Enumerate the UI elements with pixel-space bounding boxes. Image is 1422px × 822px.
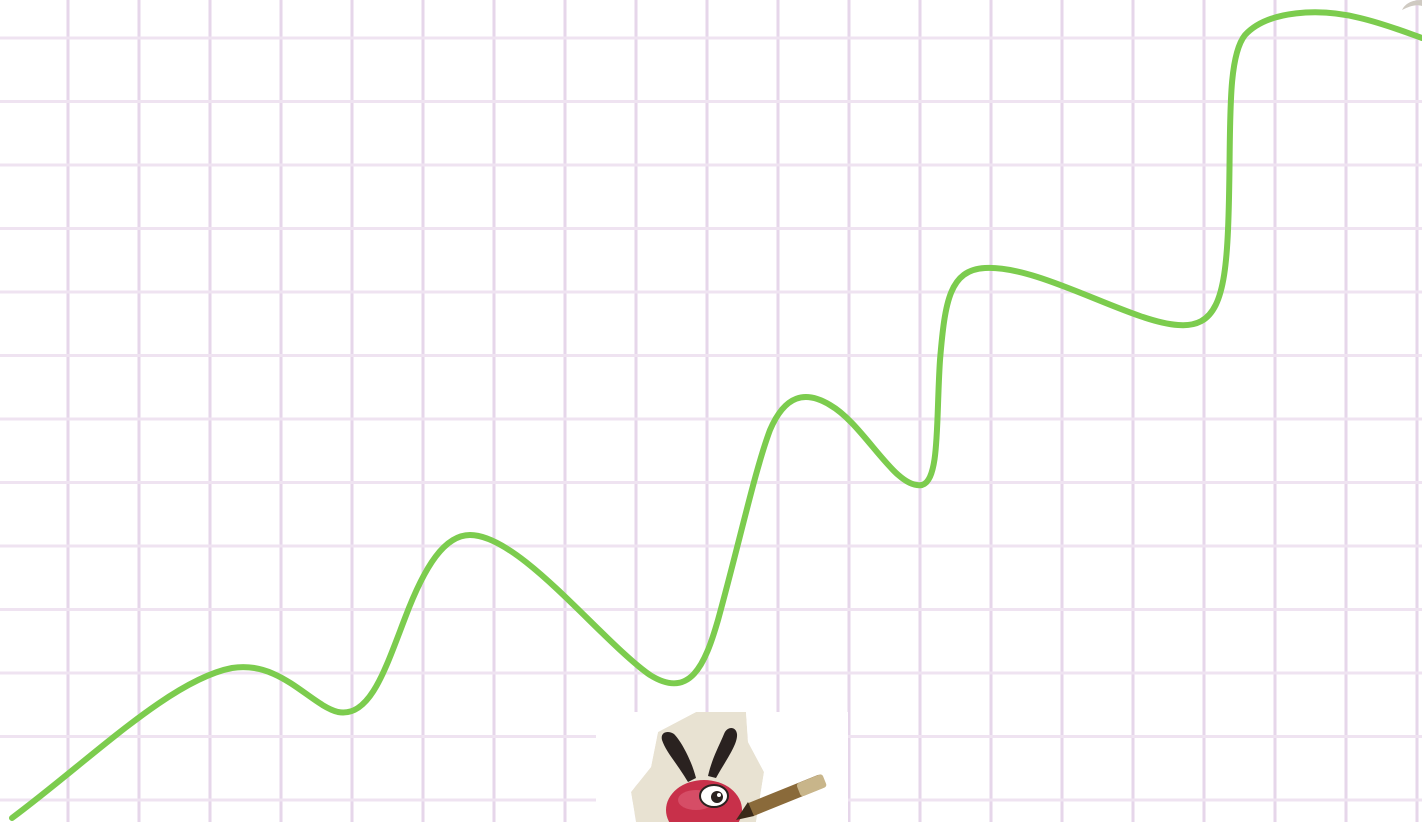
cartoon-ant-with-pencil-icon (596, 712, 848, 822)
ant-antenna-left (661, 732, 696, 782)
ant-antenna-right (708, 728, 738, 778)
corner-image-fragment (1402, 0, 1422, 10)
growth-line (9, 9, 1422, 821)
pencil-icon (736, 774, 827, 820)
ant-mascot (596, 712, 848, 822)
